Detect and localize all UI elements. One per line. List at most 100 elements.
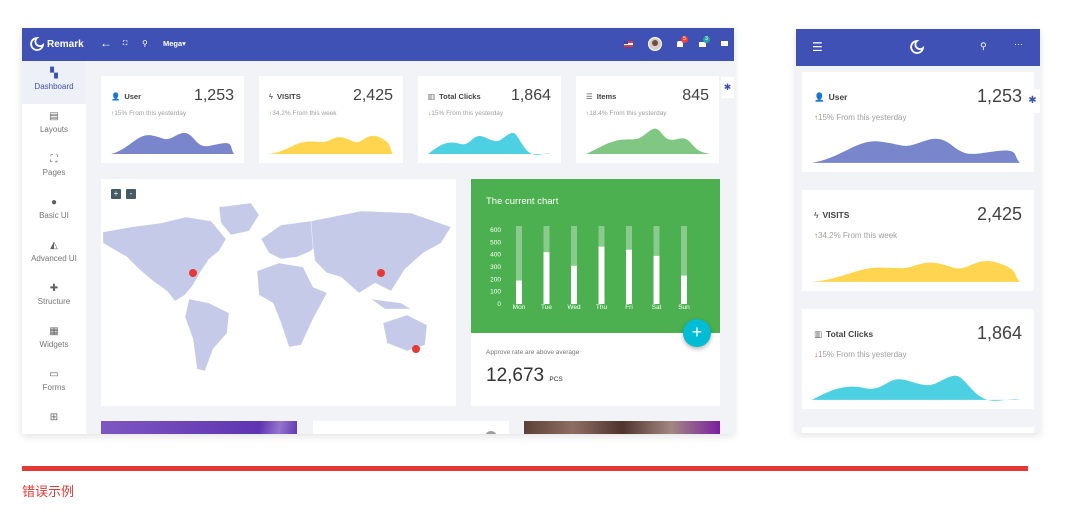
y-tick-label: 0 (497, 301, 501, 308)
stat-card-user: 👤 User 1,253 ↑15% From this yesterday (101, 76, 244, 163)
greenland (218, 202, 260, 236)
current-chart-card: The current chart 600 500 400 300 200 100 0 Mon… (471, 179, 720, 406)
mobile-dashboard: ☰ ⚲ ··· 👤 User 1,253 ↑15% From this yeste… (796, 29, 1040, 433)
caption: 错误示例 (22, 484, 75, 499)
back-arrow-icon[interactable]: ← (100, 36, 112, 50)
user-icon: 👤 (111, 92, 121, 101)
arrow-up-icon: ↑ (111, 110, 115, 117)
bar-track (571, 226, 577, 304)
sidebar-item-label: Pages (42, 168, 66, 177)
bar-mon[interactable] (516, 280, 522, 304)
sidebar-item-forms[interactable]: ▭ Forms (22, 362, 86, 405)
fullscreen-icon[interactable]: ⛶ (123, 41, 128, 47)
bar-chart: 600 500 400 300 200 100 0 Mon Tue Wed Thu Fri Sat Sun (490, 226, 690, 311)
sparkline (812, 375, 1020, 401)
message-badge: 3 (703, 36, 710, 43)
bell-icon[interactable] (677, 41, 683, 47)
arrow-up-icon: ↑ (814, 231, 818, 240)
us-flag-icon[interactable] (624, 41, 633, 47)
sidebar-item-label: Dashboard (34, 82, 74, 91)
sidebar-item-advanced-ui[interactable]: ◭ Advanced UI (22, 233, 86, 276)
stat-change: ↑34.2% From this week (814, 231, 898, 240)
chat-icon[interactable] (721, 41, 728, 46)
sidebar-item-dashboard[interactable]: ▚ Dashboard (22, 61, 86, 104)
logo-icon (910, 40, 925, 54)
x-tick-label: Mon (513, 304, 526, 311)
hamburger-menu-icon[interactable]: ☰ (812, 40, 823, 54)
stat-label: ▥ Total Clicks (814, 329, 874, 339)
sidebar-item-basic-ui[interactable]: ● Basic UI (22, 190, 86, 233)
stat-card-visits: ϟ VISITS 2,425 ↑34.2% From this week (802, 190, 1034, 291)
world-map-card: + - (101, 179, 456, 406)
notification-badge: 5 (681, 36, 688, 43)
sidebar-item-label: Advanced UI (31, 254, 77, 263)
stat-value: 2,425 (352, 87, 393, 104)
stat-change: ↓15% From this yesterday (428, 110, 504, 117)
bar-wed[interactable] (571, 265, 577, 304)
world-map[interactable] (101, 199, 456, 379)
sidebar-item-layouts[interactable]: ▤ Layouts (22, 104, 86, 147)
australia (382, 314, 428, 352)
more-icon[interactable]: ··· (1014, 39, 1023, 49)
sidebar-item-label: Layouts (39, 125, 69, 134)
map-marker-china[interactable] (377, 269, 385, 277)
bar-thu[interactable] (598, 246, 605, 304)
x-tick-label: Thu (596, 304, 608, 311)
sidebar-item-label: Basic UI (39, 211, 69, 220)
mail-icon[interactable] (699, 42, 706, 47)
brand-name: Remark (47, 39, 84, 50)
settings-gear-icon[interactable]: ✱ (1025, 89, 1040, 113)
arrow-up-icon: ↑ (814, 113, 818, 122)
add-fab-button[interactable]: + (683, 319, 711, 347)
bar-chart-icon: ▥ (814, 329, 823, 339)
map-marker-usa[interactable] (189, 269, 197, 277)
y-tick-label: 200 (490, 276, 501, 283)
logo-icon (30, 37, 44, 51)
sidebar-item-structure[interactable]: ✚ Structure (22, 276, 86, 319)
sparkline (812, 261, 1020, 282)
bar-track (516, 226, 522, 304)
bolt-icon: ϟ (814, 210, 819, 220)
arrow-up-icon: ↑ (586, 110, 590, 117)
chart-total: 12,673 PCS (486, 365, 563, 387)
stat-value: 2,425 (976, 204, 1022, 224)
settings-gear-icon[interactable]: ✱ (721, 77, 734, 98)
bolt-icon: ϟ (269, 92, 273, 101)
sidebar-item-widgets[interactable]: ▦ Widgets (22, 319, 86, 362)
map-zoom-in-button[interactable]: + (111, 189, 121, 199)
sparkline (269, 135, 393, 154)
europe (260, 220, 322, 260)
bar-tue[interactable] (543, 252, 550, 304)
stat-change: ↑15% From this yesterday (111, 110, 187, 117)
total-value: 12,673 (486, 365, 545, 386)
table-icon: ⊞ (49, 412, 59, 423)
bar-sun[interactable] (681, 275, 687, 304)
search-icon[interactable]: ⚲ (142, 39, 148, 48)
y-tick-label: 400 (490, 252, 501, 259)
stat-change: ↑15% From this yesterday (814, 113, 907, 122)
user-icon: 👤 (814, 92, 825, 102)
sidebar-item-pages[interactable]: ⛶ Pages (22, 147, 86, 190)
x-tick-label: Sat (652, 304, 662, 311)
map-zoom-out-button[interactable]: - (126, 189, 136, 199)
sidebar-item-label: Structure (37, 297, 71, 306)
stat-value: 845 (682, 87, 709, 104)
stat-label: 👤 User (814, 92, 848, 102)
map-marker-australia[interactable] (412, 345, 420, 353)
mobile-navbar: ☰ ⚲ ··· (796, 29, 1040, 66)
stat-card-items: ☰ Items 845 ↑18.4% From this yesterday (576, 76, 719, 163)
divider-line (22, 466, 1028, 471)
south-america (184, 298, 230, 372)
stat-label: 👤 User (111, 92, 142, 101)
mega-menu[interactable]: Mega▾ (163, 39, 186, 48)
avatar[interactable] (648, 37, 662, 51)
stat-value: 1,253 (193, 87, 234, 104)
desktop-dashboard: Remark ← ⛶ ⚲ Mega▾ 5 3 ▚ Dashboard ▤ Layout… (22, 28, 734, 434)
bar-fri[interactable] (626, 249, 632, 304)
search-icon[interactable]: ⚲ (980, 41, 987, 51)
stat-card-total-clicks: ▥ Total Clicks 1,864 ↓15% From this yeste… (418, 76, 561, 163)
indonesia (370, 298, 412, 310)
sidebar-item-table[interactable]: ⊞ (22, 405, 86, 434)
x-tick-label: Fri (625, 304, 633, 311)
bar-sat[interactable] (653, 255, 660, 304)
